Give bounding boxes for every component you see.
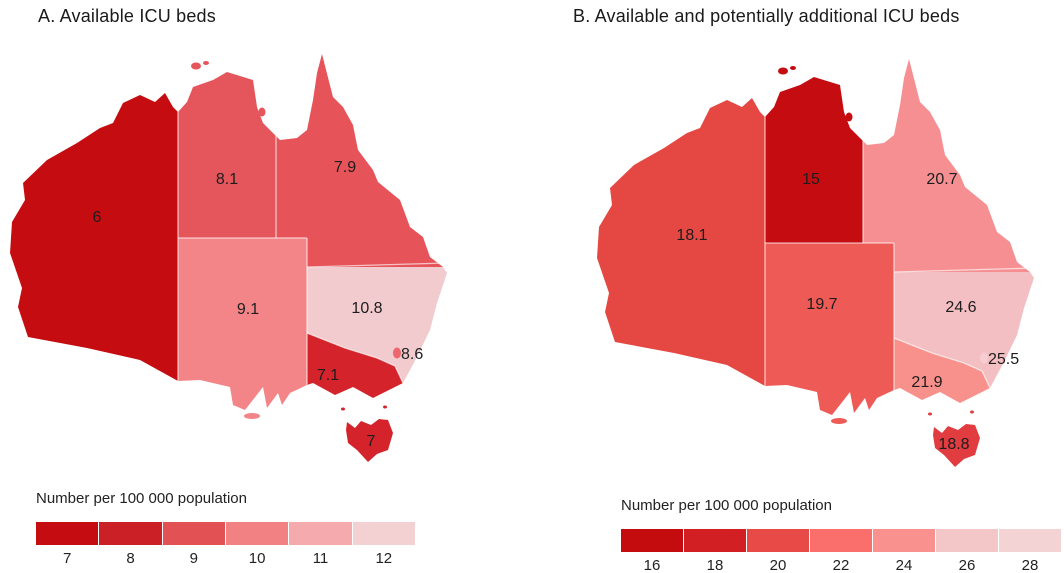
legend-tick-label: 16 (643, 557, 661, 573)
state-value-label-qld: 7.9 (334, 159, 356, 176)
legend-a-ticks: 7 8 9 10 11 12 (36, 550, 415, 567)
legend-b-title: Number per 100 000 population (621, 497, 832, 514)
state-border-line (893, 267, 1034, 273)
island-tas (383, 405, 387, 409)
state-value-label-tas: 18.8 (938, 436, 969, 453)
state-value-label-sa: 19.7 (806, 296, 837, 313)
legend-tick-label: 8 (126, 550, 135, 567)
legend-tick-label: 9 (189, 550, 198, 567)
legend-tick-label: 11 (312, 550, 329, 567)
legend-color-segment (162, 522, 225, 545)
legend-color-segment (36, 522, 99, 545)
legend-color-segment (99, 522, 162, 545)
state-border-line (306, 332, 404, 384)
state-value-label-sa: 9.1 (237, 301, 259, 318)
state-border-line (893, 337, 991, 389)
legend-tick-label: 12 (375, 550, 393, 567)
legend-color-segment (747, 529, 809, 552)
australia-map-panel-b: 18.1 15 20.7 19.7 24.6 21.9 18.8 25.5 (592, 55, 1042, 475)
state-region-tas (346, 419, 393, 462)
legend-color-segment (621, 529, 683, 552)
legend-color-segment (225, 522, 289, 545)
panel-a-title: A. Available ICU beds (38, 6, 216, 26)
state-region-act (980, 352, 988, 364)
legend-color-segment (936, 529, 998, 552)
legend-b-colorbar (621, 529, 1061, 552)
island-nt (258, 107, 266, 117)
legend-tick-label: 7 (62, 550, 72, 567)
island-nt (790, 66, 796, 70)
island-sa (244, 413, 260, 419)
state-region-wa (10, 54, 178, 410)
panel-b-title: B. Available and potentially additional … (573, 6, 960, 26)
state-region-sa (765, 243, 894, 415)
state-region-act (393, 347, 401, 359)
island-nt (845, 112, 853, 122)
state-region-wa (597, 59, 765, 415)
legend-tick-label: 28 (1021, 557, 1039, 573)
australia-choropleth-svg: 6 8.1 7.9 9.1 10.8 7.1 7 8.6 (10, 54, 447, 462)
state-value-label-nt: 8.1 (216, 171, 238, 188)
island-sa (831, 418, 847, 424)
legend-a-colorbar (36, 522, 415, 545)
island-nt (203, 61, 209, 65)
state-region-qld (863, 59, 1034, 272)
state-value-label-qld: 20.7 (926, 171, 957, 188)
legend-color-segment (873, 529, 935, 552)
legend-tick-label: 10 (248, 550, 266, 567)
island-nt (778, 67, 788, 75)
state-value-label-wa: 6 (93, 209, 102, 226)
state-region-nt (765, 59, 863, 243)
australia-map-panel-a: 6 8.1 7.9 9.1 10.8 7.1 7 8.6 (5, 50, 455, 470)
island-tas (970, 410, 974, 414)
state-border-line (306, 262, 447, 268)
legend-tick-label: 18 (706, 557, 724, 573)
legend-tick-label: 24 (895, 557, 913, 573)
legend-color-segment (352, 522, 415, 545)
island-tas (928, 412, 932, 416)
state-region-tas (933, 424, 980, 467)
legend-tick-label: 26 (958, 557, 976, 573)
state-region-nt (178, 54, 276, 238)
state-value-label-act: 25.5 (988, 351, 1019, 368)
state-value-label-vic: 21.9 (911, 374, 942, 391)
state-value-label-act: 8.6 (401, 346, 423, 363)
legend-color-segment (684, 529, 746, 552)
state-value-label-nt: 15 (802, 171, 820, 188)
legend-color-segment (289, 522, 352, 545)
state-value-label-wa: 18.1 (676, 227, 707, 244)
legend-tick-label: 20 (769, 557, 787, 573)
state-region-sa (178, 238, 307, 410)
australia-choropleth-svg: 18.1 15 20.7 19.7 24.6 21.9 18.8 25.5 (597, 59, 1034, 467)
state-value-label-tas: 7 (367, 433, 376, 450)
legend-color-segment (999, 529, 1061, 552)
state-region-qld (276, 54, 447, 267)
legend-tick-label: 22 (832, 557, 850, 573)
state-value-label-nsw: 24.6 (945, 299, 976, 316)
legend-panel-a: Number per 100 000 population 7 8 9 10 11 12 (36, 490, 415, 567)
legend-a-title: Number per 100 000 population (36, 490, 247, 507)
legend-b-ticks: 16 18 20 22 24 26 28 (621, 557, 1061, 573)
island-tas (341, 407, 345, 411)
state-value-label-vic: 7.1 (317, 367, 339, 384)
state-value-label-nsw: 10.8 (351, 300, 382, 317)
legend-color-segment (810, 529, 872, 552)
legend-panel-b: Number per 100 000 population 16 18 20 22 24… (621, 497, 1061, 573)
island-nt (191, 62, 201, 70)
